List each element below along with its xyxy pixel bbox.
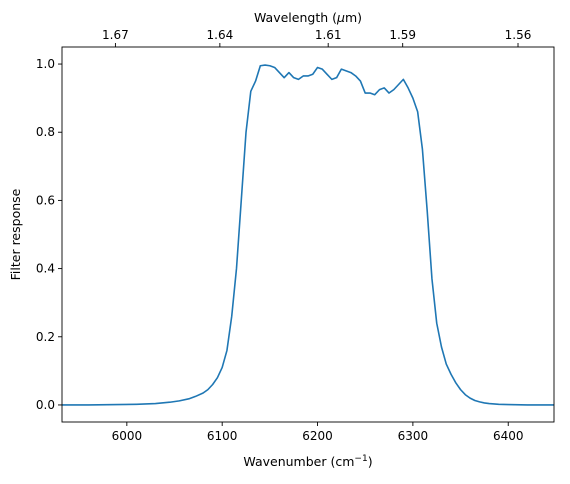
top-tick-label: 1.61	[315, 28, 342, 42]
x-tick-label: 6000	[112, 429, 143, 443]
top-axis-label-suffix: m)	[345, 10, 362, 25]
y-tick-label: 0.4	[36, 262, 55, 276]
top-axis-label-mu: μ	[336, 10, 345, 25]
y-axis-label: Filter response	[8, 188, 23, 280]
top-tick-label: 1.59	[389, 28, 416, 42]
top-tick-label: 1.64	[207, 28, 234, 42]
y-tick-label: 0.2	[36, 330, 55, 344]
x-tick-label: 6400	[493, 429, 524, 443]
y-tick-label: 0.0	[36, 398, 55, 412]
x-axis-label: Wavenumber (cm−1)	[243, 454, 372, 469]
top-axis-label-prefix: Wavelength (	[254, 10, 337, 25]
top-tick-label: 1.56	[505, 28, 532, 42]
x-axis-label-main: Wavenumber (cm	[243, 454, 354, 469]
x-tick-label: 6300	[398, 429, 429, 443]
y-tick-label: 1.0	[36, 57, 55, 71]
x-tick-label: 6100	[207, 429, 238, 443]
ticks-layer: 6000 6100 6200 6300 6400 0.0 0.2 0.4 0.6 0.8 1.0 1.…	[36, 28, 531, 443]
top-tick-label: 1.67	[102, 28, 129, 42]
x-axis-label-superscript: −1	[354, 454, 367, 464]
x-axis-label-suffix: )	[368, 454, 373, 469]
top-axis-label: Wavelength (μm)	[254, 10, 362, 25]
x-tick-label: 6200	[302, 429, 333, 443]
y-tick-label: 0.6	[36, 193, 55, 207]
filter-response-line	[62, 64, 554, 406]
plot-frame	[61, 46, 555, 423]
y-tick-label: 0.8	[36, 125, 55, 139]
